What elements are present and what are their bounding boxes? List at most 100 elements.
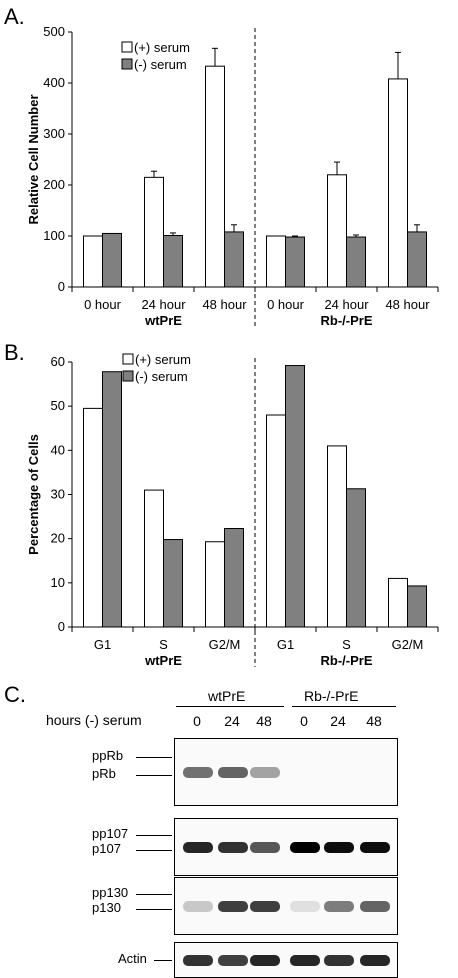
y-tick-label: 40 bbox=[51, 442, 65, 457]
blot-timepoint: 48 bbox=[256, 713, 272, 729]
y-tick-label: 200 bbox=[43, 177, 65, 192]
y-tick-label: 100 bbox=[43, 228, 65, 243]
blot-band bbox=[324, 842, 354, 853]
legend-swatch bbox=[121, 41, 133, 53]
x-tick-label: 48 hour bbox=[202, 297, 247, 312]
y-tick-label: 400 bbox=[43, 75, 65, 90]
y-axis-label: Relative Cell Number bbox=[26, 94, 41, 224]
blot-row-tick bbox=[136, 893, 172, 895]
blot-row-label: Actin bbox=[118, 951, 147, 966]
blot-band bbox=[218, 842, 248, 853]
blot-row-label: ppRb bbox=[92, 748, 124, 764]
blot-band bbox=[183, 842, 213, 853]
blot-row-tick bbox=[154, 960, 172, 961]
panel-c-letter: C. bbox=[4, 682, 26, 707]
panel-b-letter: B. bbox=[4, 340, 25, 365]
y-tick-label: 0 bbox=[58, 619, 65, 634]
blot-band bbox=[360, 955, 390, 966]
blot-timepoint: 24 bbox=[224, 713, 240, 729]
blot-row-label: p107 bbox=[92, 840, 121, 856]
blot-box bbox=[174, 877, 398, 935]
blot-group-wt-line bbox=[176, 706, 284, 707]
group-label: wtPrE bbox=[144, 313, 182, 328]
bar bbox=[224, 528, 244, 628]
y-tick-label: 0 bbox=[58, 279, 65, 294]
bar bbox=[102, 232, 122, 288]
blot-row-label: pRb bbox=[92, 766, 116, 782]
x-tick-label: S bbox=[342, 637, 351, 652]
bar bbox=[407, 585, 427, 628]
chart-a-cell-number: 0 100 200 300 400 500 Relative Cell Number 0 ho… bbox=[26, 24, 439, 328]
blot-timepoint: 24 bbox=[330, 713, 346, 729]
y-tick-label: 20 bbox=[51, 531, 65, 546]
x-tick-label: 0 hour bbox=[84, 297, 122, 312]
y-tick-label: 50 bbox=[51, 398, 65, 413]
y-tick-label: 500 bbox=[43, 24, 65, 39]
blot-row-tick bbox=[136, 834, 172, 836]
bar bbox=[163, 539, 183, 628]
x-tick-label: G2/M bbox=[209, 637, 241, 652]
legend-label: (+) serum bbox=[134, 40, 190, 55]
blot-band bbox=[290, 955, 320, 966]
blot-band bbox=[183, 901, 213, 912]
legend-label: (-) serum bbox=[134, 57, 187, 72]
x-tick-label: 24 hour bbox=[141, 297, 186, 312]
x-tick-label: 48 hour bbox=[385, 297, 430, 312]
x-tick-label: 0 hour bbox=[267, 297, 305, 312]
blot-row-label: pp130 bbox=[92, 884, 129, 900]
blot-band bbox=[360, 842, 390, 853]
legend-swatch bbox=[122, 353, 134, 365]
blot-band bbox=[183, 955, 213, 966]
y-axis-label: Percentage of Cells bbox=[26, 434, 41, 555]
blot-band bbox=[250, 955, 280, 966]
group-label: Rb-/-PrE bbox=[321, 653, 373, 668]
blot-timepoint: 48 bbox=[366, 713, 382, 729]
y-tick-label: 300 bbox=[43, 126, 65, 141]
blot-group-rb-line bbox=[292, 706, 396, 707]
x-tick-label: G1 bbox=[277, 637, 294, 652]
blot-band bbox=[183, 767, 213, 778]
blot-group-wt: wtPrE bbox=[208, 688, 246, 704]
blot-row-label: pp107 bbox=[92, 825, 129, 841]
blot-band bbox=[250, 767, 280, 778]
x-tick-label: 24 hour bbox=[324, 297, 369, 312]
blot-band bbox=[290, 901, 320, 912]
blot-group-rb: Rb-/-PrE bbox=[304, 688, 359, 704]
blot-band bbox=[250, 901, 280, 912]
blot-row-header: hours (-) serum bbox=[46, 712, 142, 728]
group-label: wtPrE bbox=[144, 653, 182, 668]
y-tick-label: 30 bbox=[51, 487, 65, 502]
bar bbox=[346, 488, 366, 628]
blot-box bbox=[174, 738, 398, 806]
blot-band bbox=[360, 901, 390, 912]
group-label: Rb-/-PrE bbox=[321, 313, 373, 328]
blot-row-tick bbox=[136, 775, 172, 777]
blot-band bbox=[250, 842, 280, 853]
blot-band bbox=[324, 901, 354, 912]
blot-timepoint: 0 bbox=[193, 713, 201, 729]
legend-label: (-) serum bbox=[135, 369, 188, 384]
blot-row-tick bbox=[136, 757, 172, 759]
blot-band bbox=[324, 955, 354, 966]
chart-b-cell-cycle: 0 10 20 30 40 50 60 Percentage of Cells G1 S G2/M G… bbox=[26, 352, 439, 668]
y-tick-label: 60 bbox=[51, 354, 65, 369]
blot-timepoint: 0 bbox=[300, 713, 308, 729]
x-tick-label: G2/M bbox=[392, 637, 424, 652]
blot-box bbox=[174, 942, 398, 978]
blot-band bbox=[290, 842, 320, 853]
panel-a-letter: A. bbox=[4, 4, 25, 29]
y-tick-label: 10 bbox=[51, 575, 65, 590]
legend-swatch bbox=[122, 370, 134, 382]
blot-band bbox=[218, 955, 248, 966]
x-tick-label: S bbox=[159, 637, 168, 652]
legend-label: (+) serum bbox=[135, 352, 191, 367]
blot-row-label: p130 bbox=[92, 899, 121, 915]
x-tick-label: G1 bbox=[94, 637, 111, 652]
blot-row-tick bbox=[136, 849, 172, 851]
blot-box bbox=[174, 818, 398, 876]
blot-band bbox=[218, 767, 248, 778]
blot-band bbox=[218, 901, 248, 912]
legend-swatch bbox=[121, 58, 133, 70]
bar bbox=[285, 365, 305, 628]
